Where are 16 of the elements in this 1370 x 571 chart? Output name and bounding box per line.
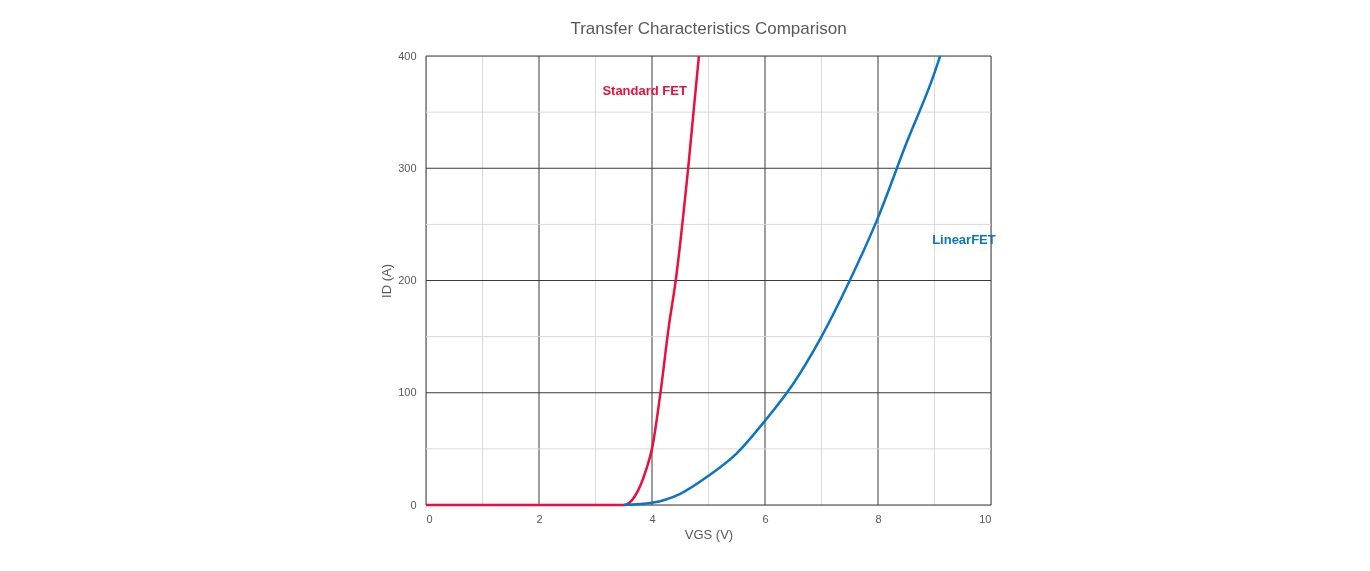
x-tick-label: 2 <box>536 512 543 525</box>
y-axis-title: ID (A) <box>379 264 395 298</box>
x-tick-label: 4 <box>649 512 656 525</box>
y-tick-label: 100 <box>398 386 417 399</box>
text: LinearFET <box>932 232 996 247</box>
x-tick-label: 6 <box>762 512 769 525</box>
x-tick-label: 10 <box>979 512 992 525</box>
y-tick-label: 200 <box>398 274 417 286</box>
y-tick-label: 400 <box>398 49 417 62</box>
x-tick-label: 0 <box>426 512 433 525</box>
y-tick-label: 300 <box>398 161 417 174</box>
series-label: Standard FET <box>602 83 687 98</box>
x-tick-label: 8 <box>875 512 882 525</box>
x-axis-title: VGS (V) <box>684 526 734 542</box>
y-tick-label: 0 <box>410 498 417 511</box>
chart-title: Transfer Characteristics Comparison <box>570 19 847 38</box>
